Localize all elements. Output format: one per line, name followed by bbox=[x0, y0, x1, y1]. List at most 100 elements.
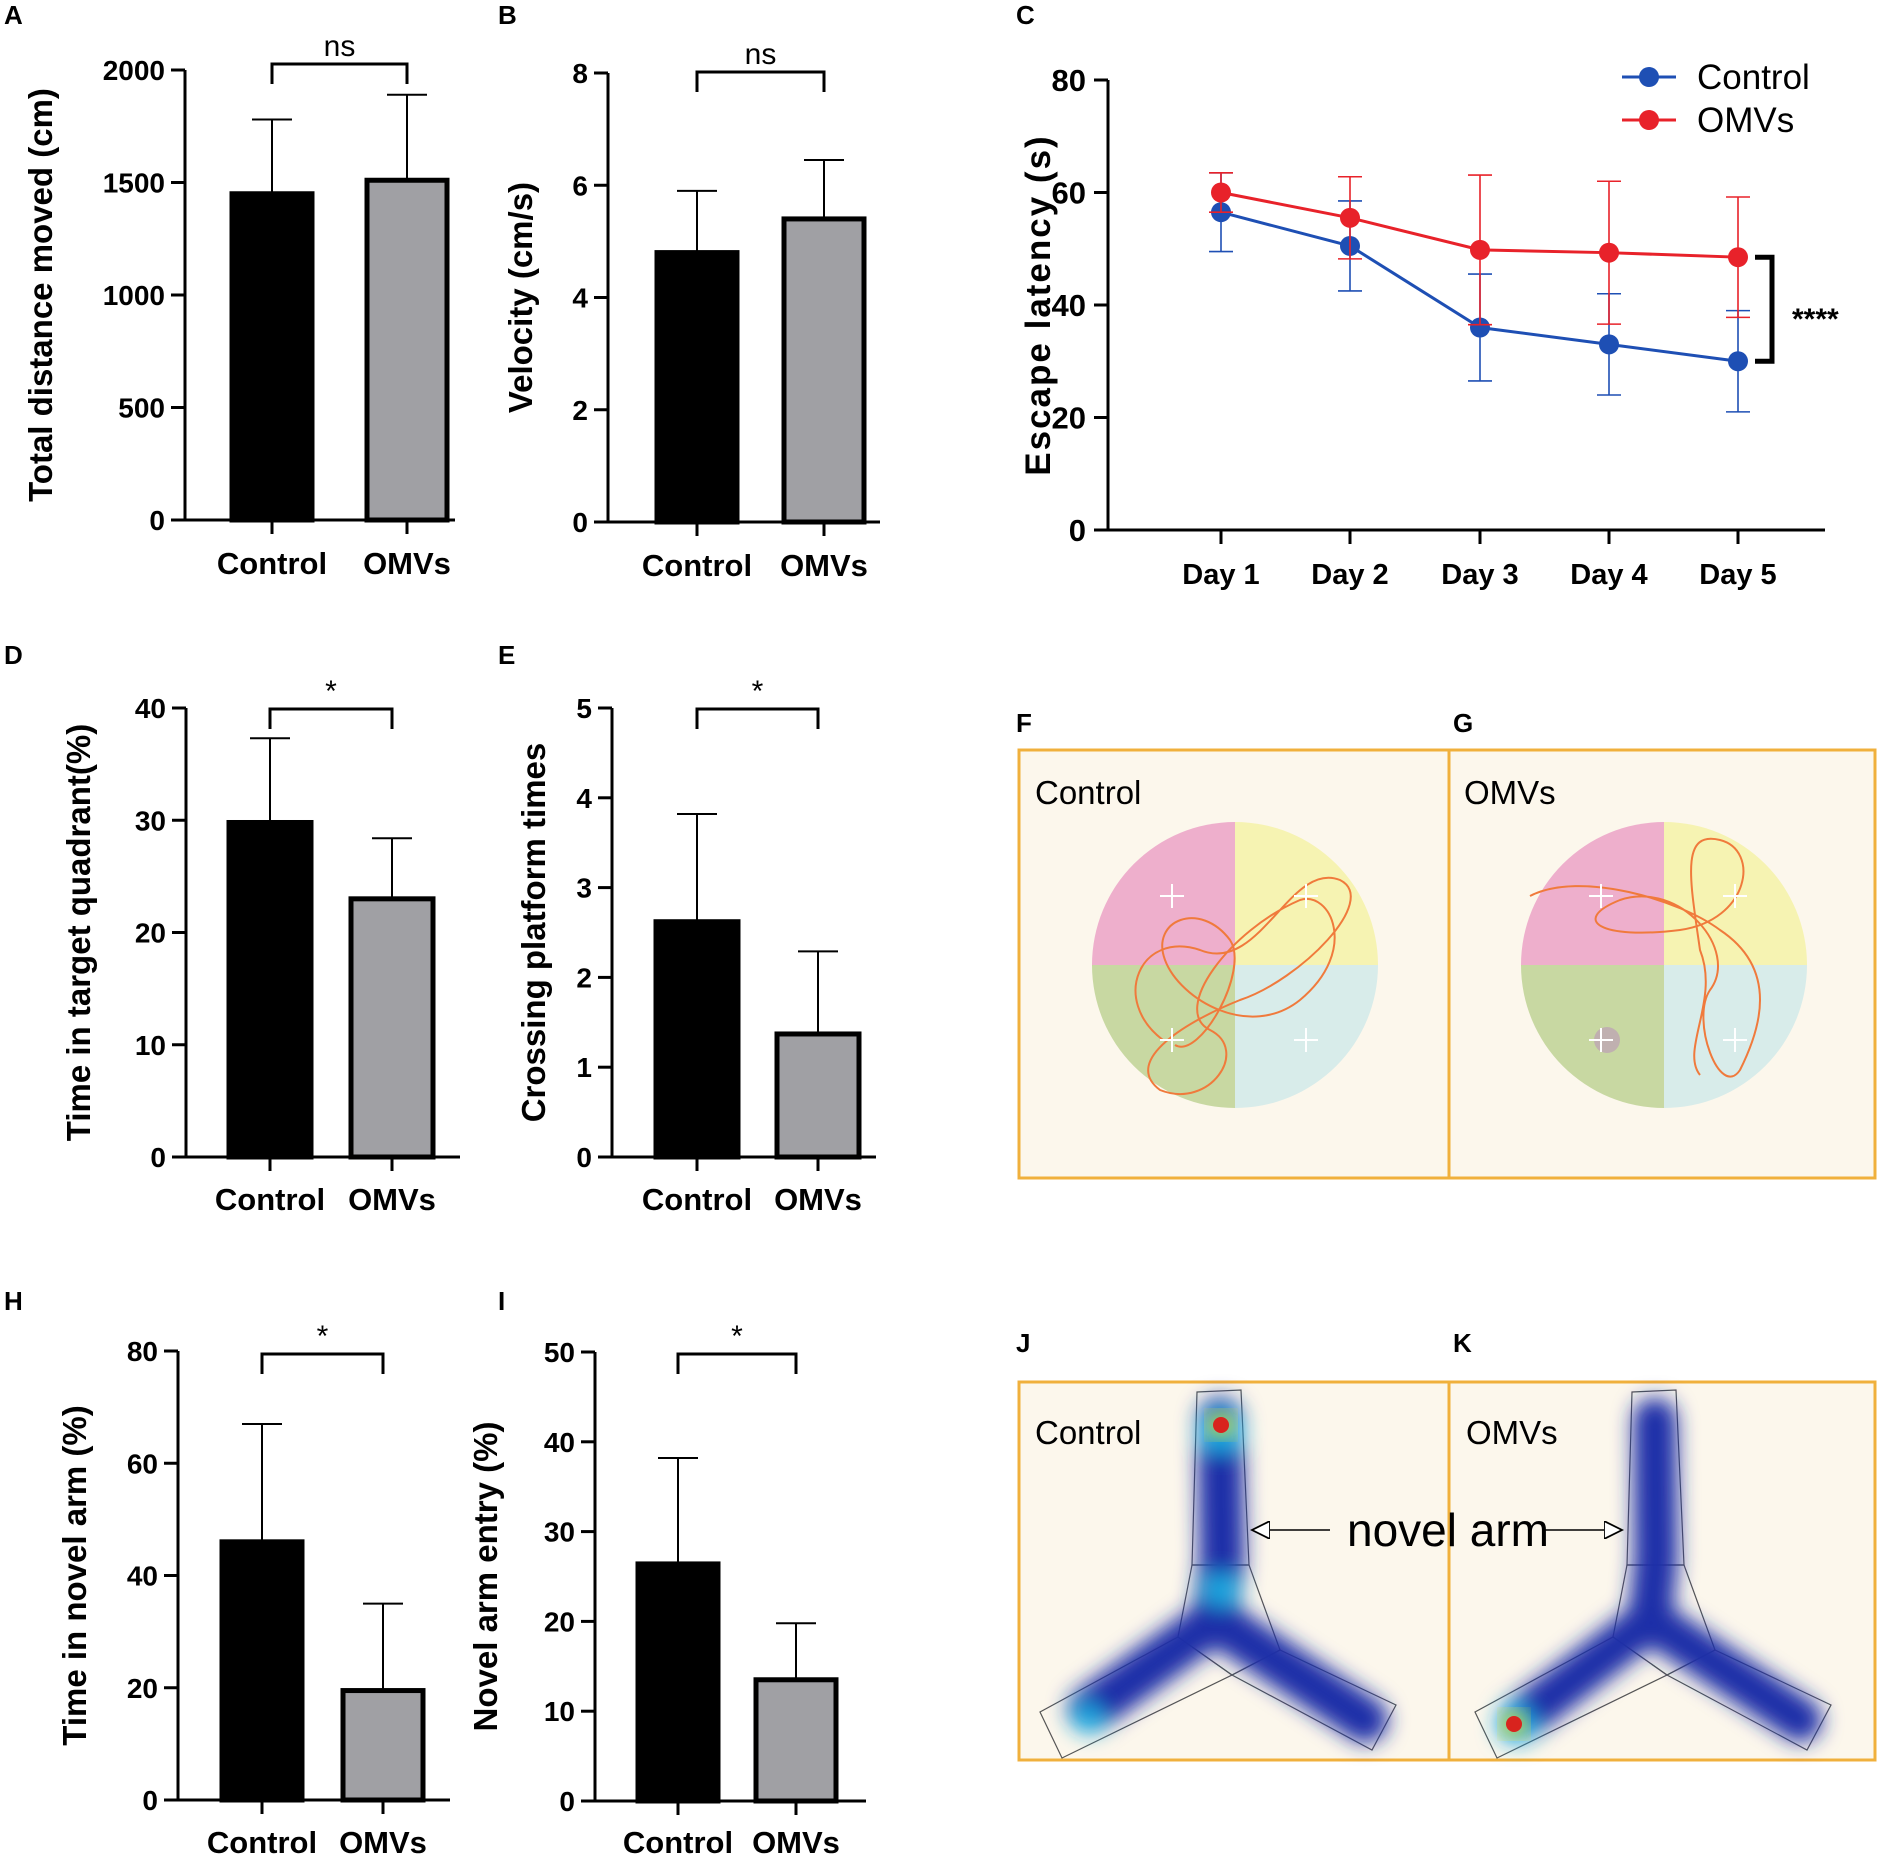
significance-label: * bbox=[317, 1320, 329, 1353]
x-tick-label: OMVs bbox=[752, 1825, 840, 1858]
x-tick-label: OMVs bbox=[780, 548, 868, 583]
x-tick-label: Control bbox=[207, 1825, 317, 1858]
y-tick-label: 0 bbox=[1069, 513, 1086, 548]
significance-label: ns bbox=[745, 38, 777, 71]
data-point bbox=[1599, 242, 1619, 263]
y-tick-label: 20 bbox=[135, 918, 166, 949]
y-tick-label: 20 bbox=[544, 1606, 575, 1637]
bar-control bbox=[219, 1539, 305, 1803]
panel-label-h: H bbox=[4, 1286, 23, 1316]
x-tick-label: Day 1 bbox=[1182, 559, 1259, 591]
panel-label-g: G bbox=[1453, 708, 1473, 738]
chart-b-velocity: 0 2 4 6 8 Control OMVs ns Velocity (cm/s) bbox=[502, 38, 880, 583]
y-tick-label: 2000 bbox=[103, 55, 165, 86]
chart-e-crossing-platform: 0 1 2 3 4 5 Control OMVs * Crossing platform time… bbox=[515, 675, 876, 1217]
y-tick-label: 0 bbox=[150, 1142, 166, 1173]
y-tick-label: 0 bbox=[142, 1785, 158, 1816]
significance-label: * bbox=[752, 675, 764, 708]
x-tick-label: Control bbox=[215, 1182, 325, 1217]
significance-label: * bbox=[325, 675, 337, 708]
series-omvs bbox=[1209, 172, 1750, 326]
panel-k-title: OMVs bbox=[1466, 1414, 1558, 1451]
significance-bracket bbox=[260, 1352, 385, 1374]
panel-label-f: F bbox=[1016, 708, 1032, 738]
y-tick-label: 30 bbox=[544, 1517, 575, 1548]
panel-j-control-heatmap: Control bbox=[1017, 1380, 1451, 1762]
bar-omvs bbox=[774, 1031, 862, 1160]
y-axis-label: Novel arm entry (%) bbox=[467, 1422, 504, 1732]
x-tick-label: Day 4 bbox=[1570, 559, 1647, 591]
y-tick-label: 4 bbox=[576, 783, 592, 814]
legend-label: Control bbox=[1697, 58, 1810, 97]
bar-omvs bbox=[348, 896, 436, 1160]
y-tick-label: 40 bbox=[135, 693, 166, 724]
y-axis-label: Time in target quadrant(%) bbox=[60, 724, 97, 1141]
significance-bracket bbox=[676, 1352, 798, 1374]
x-tick-label: OMVs bbox=[774, 1182, 862, 1217]
x-tick-label: Control bbox=[623, 1825, 733, 1858]
y-tick-label: 60 bbox=[127, 1448, 158, 1479]
legend-marker bbox=[1639, 110, 1659, 130]
x-tick-label: Day 5 bbox=[1699, 559, 1776, 591]
y-tick-label: 40 bbox=[1052, 288, 1086, 323]
panel-label-e: E bbox=[498, 640, 515, 670]
x-tick-label: Day 2 bbox=[1311, 559, 1388, 591]
chart-a-total-distance: 0 500 1000 1500 2000 Control OMVs ns Total dista… bbox=[22, 30, 455, 581]
y-tick-label: 6 bbox=[572, 170, 588, 201]
bar-control bbox=[229, 191, 315, 523]
bar-omvs bbox=[781, 216, 867, 525]
y-tick-label: 20 bbox=[127, 1673, 158, 1704]
x-tick-label: OMVs bbox=[339, 1825, 427, 1858]
panel-f-title: Control bbox=[1035, 774, 1141, 811]
y-tick-label: 1 bbox=[576, 1052, 592, 1083]
data-point bbox=[1728, 247, 1748, 268]
panel-j-title: Control bbox=[1035, 1414, 1141, 1451]
significance-bracket bbox=[270, 62, 409, 84]
data-point bbox=[1340, 207, 1360, 228]
x-tick-label: Control bbox=[642, 548, 752, 583]
legend-label: OMVs bbox=[1697, 101, 1794, 140]
panel-label-k: K bbox=[1453, 1328, 1472, 1358]
panel-f-control-track: Control bbox=[1017, 748, 1451, 1180]
y-axis-label: Velocity (cm/s) bbox=[502, 182, 539, 413]
y-tick-label: 3 bbox=[576, 873, 592, 904]
y-tick-label: 50 bbox=[544, 1337, 575, 1368]
y-tick-label: 4 bbox=[572, 283, 588, 314]
significance-label: * bbox=[731, 1320, 743, 1353]
y-axis-label: Crossing platform times bbox=[515, 743, 552, 1123]
x-tick-label: Control bbox=[217, 546, 327, 581]
bar-omvs bbox=[364, 177, 450, 523]
panel-g-title: OMVs bbox=[1464, 774, 1556, 811]
panel-label-d: D bbox=[4, 640, 23, 670]
y-tick-label: 40 bbox=[127, 1561, 158, 1592]
quadrant-nw bbox=[1521, 822, 1664, 965]
data-point bbox=[1211, 182, 1231, 203]
bar-control bbox=[226, 819, 314, 1160]
y-tick-label: 0 bbox=[572, 507, 588, 538]
y-tick-label: 80 bbox=[1052, 63, 1086, 98]
y-tick-label: 2 bbox=[572, 395, 588, 426]
heat-peak bbox=[1506, 1716, 1522, 1732]
panel-label-c: C bbox=[1016, 0, 1035, 30]
significance-bracket bbox=[1755, 254, 1775, 364]
novel-arm-label: novel arm bbox=[1347, 1504, 1549, 1556]
bar-control bbox=[635, 1561, 721, 1804]
bar-control bbox=[653, 919, 741, 1160]
chart-i-novel-arm-entry: 0 10 20 30 40 50 Control OMVs * Novel arm entry (… bbox=[467, 1320, 866, 1858]
y-tick-label: 80 bbox=[127, 1336, 158, 1367]
significance-label: ns bbox=[324, 30, 356, 63]
panel-label-i: I bbox=[498, 1286, 505, 1316]
x-tick-label: Control bbox=[642, 1182, 752, 1217]
y-tick-label: 0 bbox=[559, 1786, 575, 1817]
bar-control bbox=[654, 250, 740, 525]
x-tick-label: OMVs bbox=[348, 1182, 436, 1217]
heat-blobs bbox=[1067, 1397, 1388, 1743]
y-tick-label: 1500 bbox=[103, 168, 165, 199]
chart-c-escape-latency: 0 20 40 60 80 Day 1 Day 2 Day 3 Day 4 Day 5 Contro… bbox=[1019, 58, 1839, 591]
heat-peak bbox=[1213, 1417, 1229, 1433]
y-tick-label: 30 bbox=[135, 805, 166, 836]
significance-bracket bbox=[695, 707, 820, 729]
panel-label-a: A bbox=[4, 0, 23, 30]
y-tick-label: 5 bbox=[576, 693, 592, 724]
